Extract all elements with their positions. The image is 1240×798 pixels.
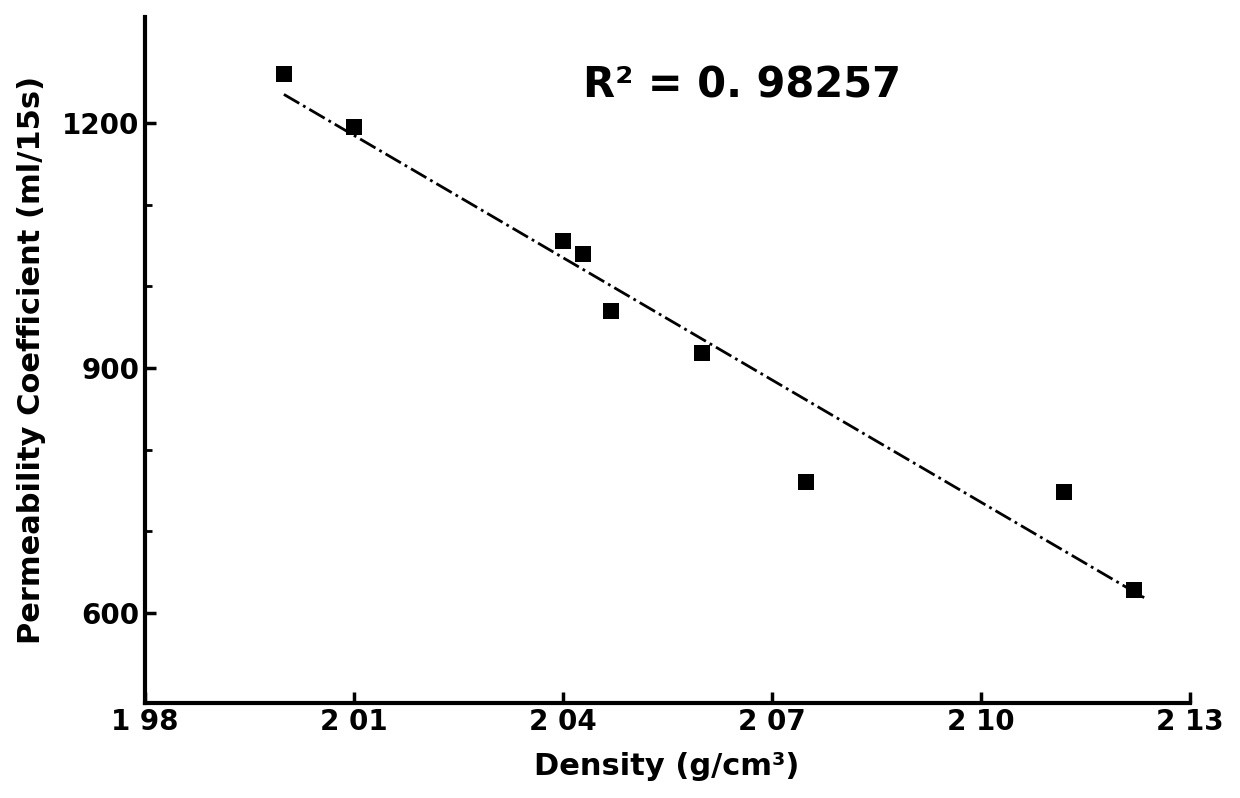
Y-axis label: Permeability Coefficient (ml/15s): Permeability Coefficient (ml/15s) — [16, 76, 46, 644]
Text: R² = 0. 98257: R² = 0. 98257 — [584, 65, 901, 107]
Point — [796, 476, 816, 488]
Point — [274, 68, 294, 81]
Point — [553, 235, 573, 247]
X-axis label: Density (g/cm³): Density (g/cm³) — [534, 753, 800, 781]
Point — [574, 247, 594, 260]
Point — [601, 304, 621, 317]
Point — [343, 120, 363, 133]
Point — [692, 347, 712, 360]
Point — [1054, 486, 1074, 499]
Point — [1123, 583, 1143, 596]
